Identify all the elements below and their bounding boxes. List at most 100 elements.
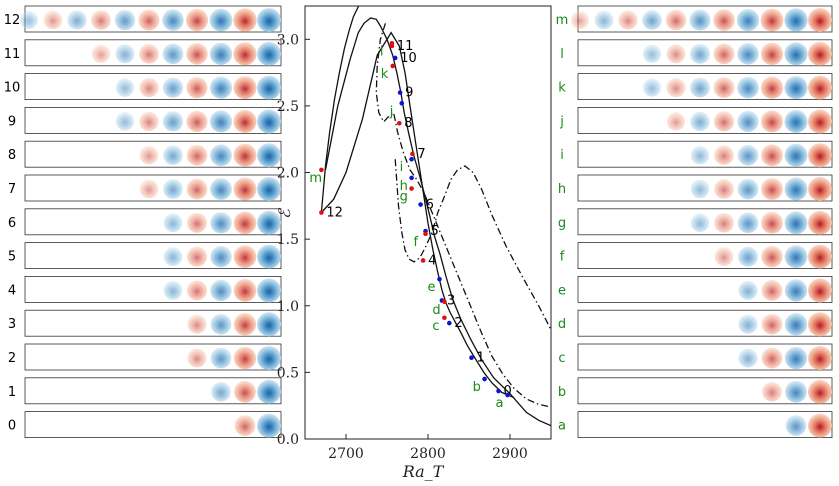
- mode-cell: [714, 247, 734, 266]
- point-label-3: 3: [447, 293, 455, 308]
- mode-cell: [784, 346, 808, 370]
- mode-cell: [257, 177, 281, 201]
- right-panel-label: h: [558, 182, 566, 197]
- point-label-j: j: [389, 104, 394, 119]
- mode-cell: [784, 245, 808, 268]
- series-line-2: [320, 31, 515, 399]
- mode-cell: [690, 111, 710, 132]
- mode-cell: [233, 109, 257, 133]
- mode-cell: [162, 77, 184, 98]
- point-label-b: b: [473, 380, 481, 395]
- mode-cell: [738, 348, 758, 368]
- mode-cell: [233, 245, 257, 268]
- mode-cell: [114, 9, 136, 31]
- mode-cell: [784, 143, 808, 167]
- mode-cell: [808, 41, 832, 66]
- mode-cell: [738, 280, 758, 300]
- mode-cell: [115, 78, 135, 97]
- series-line-1: [320, 6, 360, 213]
- right-panel-row: e: [558, 275, 833, 303]
- mode-cell: [209, 76, 233, 99]
- mode-cell: [257, 346, 281, 370]
- mode-cell: [737, 43, 759, 65]
- left-panel-label: 5: [8, 250, 16, 265]
- mode-cell: [714, 145, 734, 166]
- mode-cell: [163, 179, 183, 199]
- left-panel-row: 12: [4, 5, 282, 33]
- mode-cell: [234, 415, 256, 436]
- mode-cell: [690, 179, 710, 199]
- point-label-l: l: [380, 44, 384, 59]
- mode-cell: [186, 280, 208, 301]
- mode-cell: [162, 9, 184, 31]
- mode-cell: [666, 112, 686, 131]
- left-panel-row: 5: [8, 242, 282, 270]
- left-panel-label: 4: [8, 283, 16, 298]
- y-tick-label: 1.5: [277, 232, 299, 248]
- left-panel-label: 9: [8, 114, 16, 129]
- mode-cell: [761, 245, 783, 268]
- left-panel-label: 11: [4, 47, 21, 62]
- point-label-8: 8: [404, 116, 412, 131]
- mode-cell: [210, 178, 232, 200]
- mode-cell: [257, 8, 281, 32]
- mode-cell: [233, 42, 257, 66]
- mode-cell: [761, 280, 783, 301]
- mode-cell: [257, 413, 281, 438]
- mode-cell: [139, 77, 159, 98]
- axis-ticks: 2700 2800 2900 0.0 0.5 1.0 1.5 2.0 2.5 3.0: [277, 32, 528, 462]
- mode-cell: [163, 213, 183, 233]
- point-label-a: a: [496, 396, 504, 411]
- mode-cell: [690, 213, 710, 233]
- y-tick-label: 1.0: [277, 299, 299, 315]
- mode-cell: [233, 279, 257, 302]
- mode-cell: [808, 8, 832, 32]
- mode-cell: [761, 178, 783, 200]
- left-panel-label: 10: [4, 81, 21, 96]
- mode-cell: [257, 210, 281, 235]
- mode-cell: [785, 415, 807, 436]
- mode-cell: [209, 42, 233, 65]
- mode-cell: [233, 346, 257, 370]
- mode-cell: [642, 44, 662, 63]
- left-panel-row: 8: [8, 140, 282, 168]
- mode-cell: [761, 211, 783, 234]
- x-tick-label: 2800: [410, 446, 446, 462]
- mode-cell: [43, 10, 63, 30]
- mode-cell: [210, 347, 232, 369]
- mode-cell: [234, 380, 256, 403]
- right-panel-row: j: [559, 107, 833, 134]
- right-panel-label: d: [558, 317, 566, 332]
- mode-cell: [186, 43, 208, 65]
- mode-cell: [257, 41, 281, 66]
- mode-cell: [210, 313, 232, 335]
- mode-cell: [737, 76, 759, 99]
- mode-cell: [642, 10, 662, 30]
- mode-cell: [257, 312, 281, 337]
- series-line-4: [375, 23, 551, 408]
- mode-cell: [665, 9, 687, 31]
- mode-cell: [210, 245, 232, 268]
- point-label-6: 6: [426, 198, 434, 213]
- mode-cell: [163, 281, 183, 300]
- right-panel-row: i: [560, 140, 833, 168]
- right-panel-label: a: [558, 419, 566, 434]
- series-line-3: [394, 159, 551, 331]
- mode-cell: [162, 43, 184, 65]
- point-label-1: 1: [476, 351, 484, 366]
- mode-cell: [594, 10, 614, 30]
- point-marker-f: [423, 231, 428, 237]
- mode-cell: [738, 314, 758, 334]
- mode-cell: [139, 43, 159, 64]
- point-label-2: 2: [454, 316, 462, 331]
- mode-cell: [187, 348, 207, 368]
- mode-cell: [139, 111, 159, 132]
- curves: [320, 6, 551, 427]
- left-panel-label: 8: [8, 148, 16, 163]
- mode-cell: [162, 111, 184, 132]
- right-panel-label: i: [560, 148, 564, 163]
- mode-cell: [784, 109, 808, 133]
- point-marker-k: [390, 63, 396, 69]
- mode-cell: [210, 144, 232, 167]
